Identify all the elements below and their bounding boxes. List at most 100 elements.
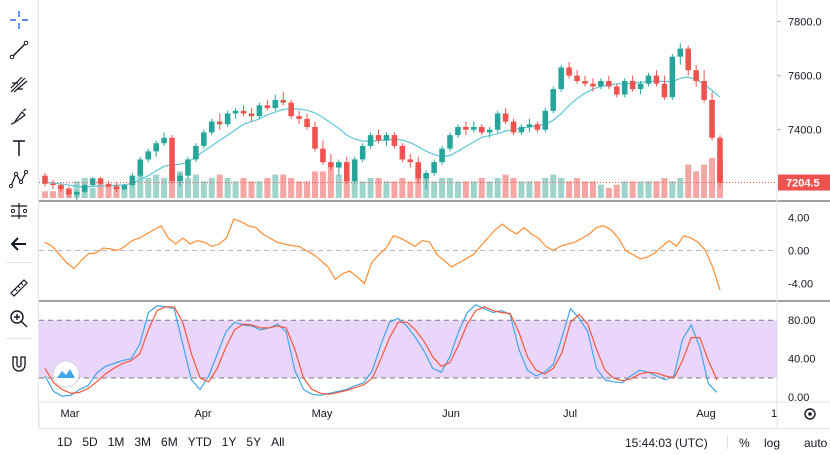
candle-body: [240, 110, 247, 114]
candle-body: [208, 121, 215, 133]
candle-body: [224, 113, 231, 125]
candle-body: [478, 126, 485, 133]
candle-body: [288, 102, 294, 117]
zoom-in-tool[interactable]: [5, 305, 33, 333]
percent-scale-button[interactable]: %: [739, 436, 750, 450]
prediction-tool[interactable]: [5, 197, 33, 225]
stochastic-tick-label: 40.00: [788, 354, 816, 366]
text-tool[interactable]: [5, 134, 33, 162]
candle-body: [613, 86, 620, 95]
oscillator-line: [44, 218, 721, 291]
magnet-tool[interactable]: [5, 350, 33, 378]
pitchfork-tool[interactable]: [5, 70, 33, 98]
candle-body: [304, 118, 310, 127]
oscillator-tick-label: 0.00: [788, 246, 809, 258]
candle-body: [534, 124, 541, 130]
gear-ring: [804, 408, 816, 420]
volume-bar: [550, 174, 557, 198]
drawing-toolbar: [0, 0, 39, 428]
trend-line-tool[interactable]: [5, 36, 33, 64]
candle-body: [161, 137, 167, 144]
back-arrow-tool[interactable]: [5, 230, 33, 258]
range-button-5y[interactable]: 5Y: [246, 435, 262, 449]
time-axis-label: Jun: [442, 408, 460, 420]
volume-bar: [383, 181, 390, 198]
candle-body: [383, 135, 390, 141]
magnet-icon: [12, 356, 26, 372]
stochastic-band: [39, 320, 777, 378]
range-button-5d[interactable]: 5D: [82, 435, 98, 449]
auto-scale-button[interactable]: auto: [804, 436, 828, 450]
volume-bar: [534, 181, 541, 198]
volume-bar: [645, 181, 652, 198]
toolbar-separator: [6, 338, 32, 339]
range-button-1y[interactable]: 1Y: [221, 435, 237, 449]
crosshair-tool[interactable]: [5, 6, 33, 34]
candle-body: [391, 135, 398, 146]
range-button-all[interactable]: All: [271, 435, 285, 449]
candle-body: [669, 56, 676, 98]
candle-body: [399, 145, 406, 160]
volume-bar: [129, 184, 136, 198]
candle-body: [58, 185, 64, 190]
volume-bar: [224, 178, 231, 198]
clock: 15:44:03 (UTC): [625, 436, 708, 450]
candle-body: [66, 189, 72, 195]
volume-bar: [153, 174, 160, 198]
candle-body: [606, 81, 612, 87]
candle-body: [50, 183, 56, 186]
candle-body: [351, 159, 358, 182]
stochastic-tick-label: 80.00: [788, 315, 816, 327]
volume-bar: [621, 181, 628, 198]
range-button-3m[interactable]: 3M: [134, 435, 152, 449]
candle-body: [367, 135, 374, 146]
volume-bar: [137, 174, 144, 198]
candle-body: [296, 116, 302, 119]
range-button-1d[interactable]: 1D: [57, 435, 73, 449]
candle-body: [375, 135, 382, 141]
brush-tool[interactable]: [5, 103, 33, 131]
candle-body: [494, 113, 501, 130]
volume-bar: [367, 178, 374, 198]
pattern-icon: [8, 169, 29, 189]
candle-body: [145, 151, 152, 160]
candle-body: [693, 70, 699, 82]
candle-body: [169, 137, 175, 182]
volume-bar: [343, 178, 350, 198]
volume-bar: [351, 178, 358, 198]
candle-body: [201, 132, 207, 146]
log-scale-button[interactable]: log: [764, 436, 781, 450]
chart-area[interactable]: 7400.0 7600.0 7800.0 7204.5 4.00 0.00 -4.00 80.…: [0, 0, 830, 428]
candle-body: [582, 81, 588, 84]
candle-body: [486, 129, 493, 133]
range-button-1m[interactable]: 1M: [107, 435, 125, 449]
candle-body: [97, 178, 104, 184]
oscillator-tick-label: 4.00: [788, 213, 809, 225]
pattern-tool[interactable]: [5, 165, 33, 193]
brush-icon: [10, 108, 27, 125]
volume-bar: [605, 188, 612, 198]
candle-body: [621, 81, 628, 95]
volume-bar: [597, 184, 604, 198]
ruler-tool[interactable]: [5, 274, 33, 302]
candle-body: [717, 137, 723, 183]
volume-bar: [709, 158, 716, 198]
price-tick-label: 7600.0: [788, 71, 822, 83]
volume-bar: [41, 191, 49, 198]
volume-bar: [661, 178, 668, 198]
range-button-6m[interactable]: 6M: [161, 435, 178, 449]
crosshair-icon: [10, 11, 28, 29]
candle-body: [550, 89, 557, 111]
range-button-ytd[interactable]: YTD: [187, 435, 212, 449]
candle-body: [129, 175, 136, 186]
candle-body: [42, 175, 48, 184]
volume-bar: [701, 164, 708, 198]
volume-bar: [240, 178, 247, 198]
volume-bar: [558, 178, 565, 198]
candle-body: [526, 124, 533, 127]
trend-line-icon: [9, 40, 29, 60]
volume-bar: [296, 181, 303, 198]
candle-body: [73, 191, 80, 195]
candle-body: [105, 183, 112, 187]
settings-gear-icon[interactable]: [804, 408, 816, 420]
